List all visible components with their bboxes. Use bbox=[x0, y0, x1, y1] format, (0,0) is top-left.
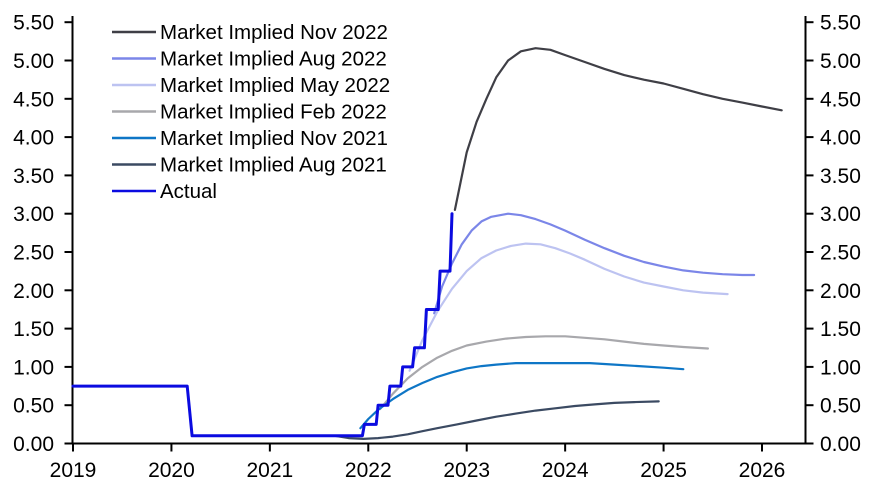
series-line-market-implied-may-2022 bbox=[408, 242, 729, 372]
y-axis-label-left: 0.00 bbox=[13, 433, 54, 456]
y-axis-label-left: 3.00 bbox=[13, 203, 54, 226]
y-axis-label-right: 4.50 bbox=[820, 88, 861, 111]
legend-item-market-implied-aug-2022: Market Implied Aug 2022 bbox=[112, 48, 387, 71]
legend-item-market-implied-feb-2022: Market Implied Feb 2022 bbox=[112, 101, 387, 124]
y-axis-label-left: 4.00 bbox=[13, 127, 54, 150]
y-axis-label-right: 3.50 bbox=[820, 165, 861, 188]
y-axis-label-left: 5.00 bbox=[13, 50, 54, 73]
legend-label: Market Implied Nov 2021 bbox=[160, 127, 388, 150]
y-axis-label-left: 3.50 bbox=[13, 165, 54, 188]
series-line-market-implied-nov-2021 bbox=[359, 362, 685, 430]
x-axis-label: 2025 bbox=[640, 459, 687, 482]
legend-label: Market Implied Nov 2022 bbox=[160, 21, 388, 44]
series-line-market-implied-nov-2022 bbox=[453, 47, 783, 211]
series-line-market-implied-aug-2022 bbox=[433, 212, 756, 315]
legend-item-market-implied-nov-2022: Market Implied Nov 2022 bbox=[112, 21, 388, 44]
x-axis-label: 2022 bbox=[345, 459, 392, 482]
y-axis-label-right: 2.50 bbox=[820, 242, 861, 265]
y-axis-label-right: 4.00 bbox=[820, 127, 861, 150]
y-axis-label-right: 2.00 bbox=[820, 280, 861, 303]
legend-label: Actual bbox=[160, 180, 217, 203]
y-axis-label-right: 0.50 bbox=[820, 395, 861, 418]
axes: 0.00 0.00 0.50 0.50 1.00 1.00 1.50 1.50 2.00 2.00… bbox=[13, 12, 861, 482]
x-axis-label: 2020 bbox=[148, 459, 195, 482]
y-axis-label-left: 1.00 bbox=[13, 356, 54, 379]
y-axis-label-left: 2.50 bbox=[13, 242, 54, 265]
legend-label: Market Implied Feb 2022 bbox=[160, 101, 387, 124]
legend-item-market-implied-nov-2021: Market Implied Nov 2021 bbox=[112, 127, 388, 150]
series-line-actual bbox=[71, 212, 454, 438]
legend-item-market-implied-may-2022: Market Implied May 2022 bbox=[112, 74, 390, 97]
legend-label: Market Implied Aug 2021 bbox=[160, 154, 387, 177]
series-line-market-implied-feb-2022 bbox=[379, 335, 710, 411]
y-axis-label-right: 5.50 bbox=[820, 12, 861, 35]
y-axis-label-left: 1.50 bbox=[13, 318, 54, 341]
legend-label: Market Implied Aug 2022 bbox=[160, 48, 387, 71]
x-axis-label: 2026 bbox=[739, 459, 786, 482]
y-axis-label-right: 3.00 bbox=[820, 203, 861, 226]
y-axis-label-right: 5.00 bbox=[820, 50, 861, 73]
series-line-market-implied-aug-2021 bbox=[333, 400, 660, 440]
y-axis-label-left: 2.00 bbox=[13, 280, 54, 303]
legend-item-actual: Actual bbox=[112, 180, 217, 203]
x-axis-label: 2019 bbox=[50, 459, 97, 482]
legend-item-market-implied-aug-2021: Market Implied Aug 2021 bbox=[112, 154, 387, 177]
y-axis-label-left: 4.50 bbox=[13, 88, 54, 111]
y-axis-label-left: 5.50 bbox=[13, 12, 54, 35]
legend: Market Implied Nov 2022 Market Implied Au… bbox=[112, 21, 390, 203]
x-axis-label: 2024 bbox=[542, 459, 589, 482]
legend-label: Market Implied May 2022 bbox=[160, 74, 390, 97]
x-axis-label: 2021 bbox=[247, 459, 294, 482]
series-lines bbox=[71, 47, 783, 440]
y-axis-label-right: 1.50 bbox=[820, 318, 861, 341]
y-axis-label-right: 0.00 bbox=[820, 433, 861, 456]
x-axis-label: 2023 bbox=[443, 459, 490, 482]
y-axis-label-left: 0.50 bbox=[13, 395, 54, 418]
y-axis-label-right: 1.00 bbox=[820, 356, 861, 379]
